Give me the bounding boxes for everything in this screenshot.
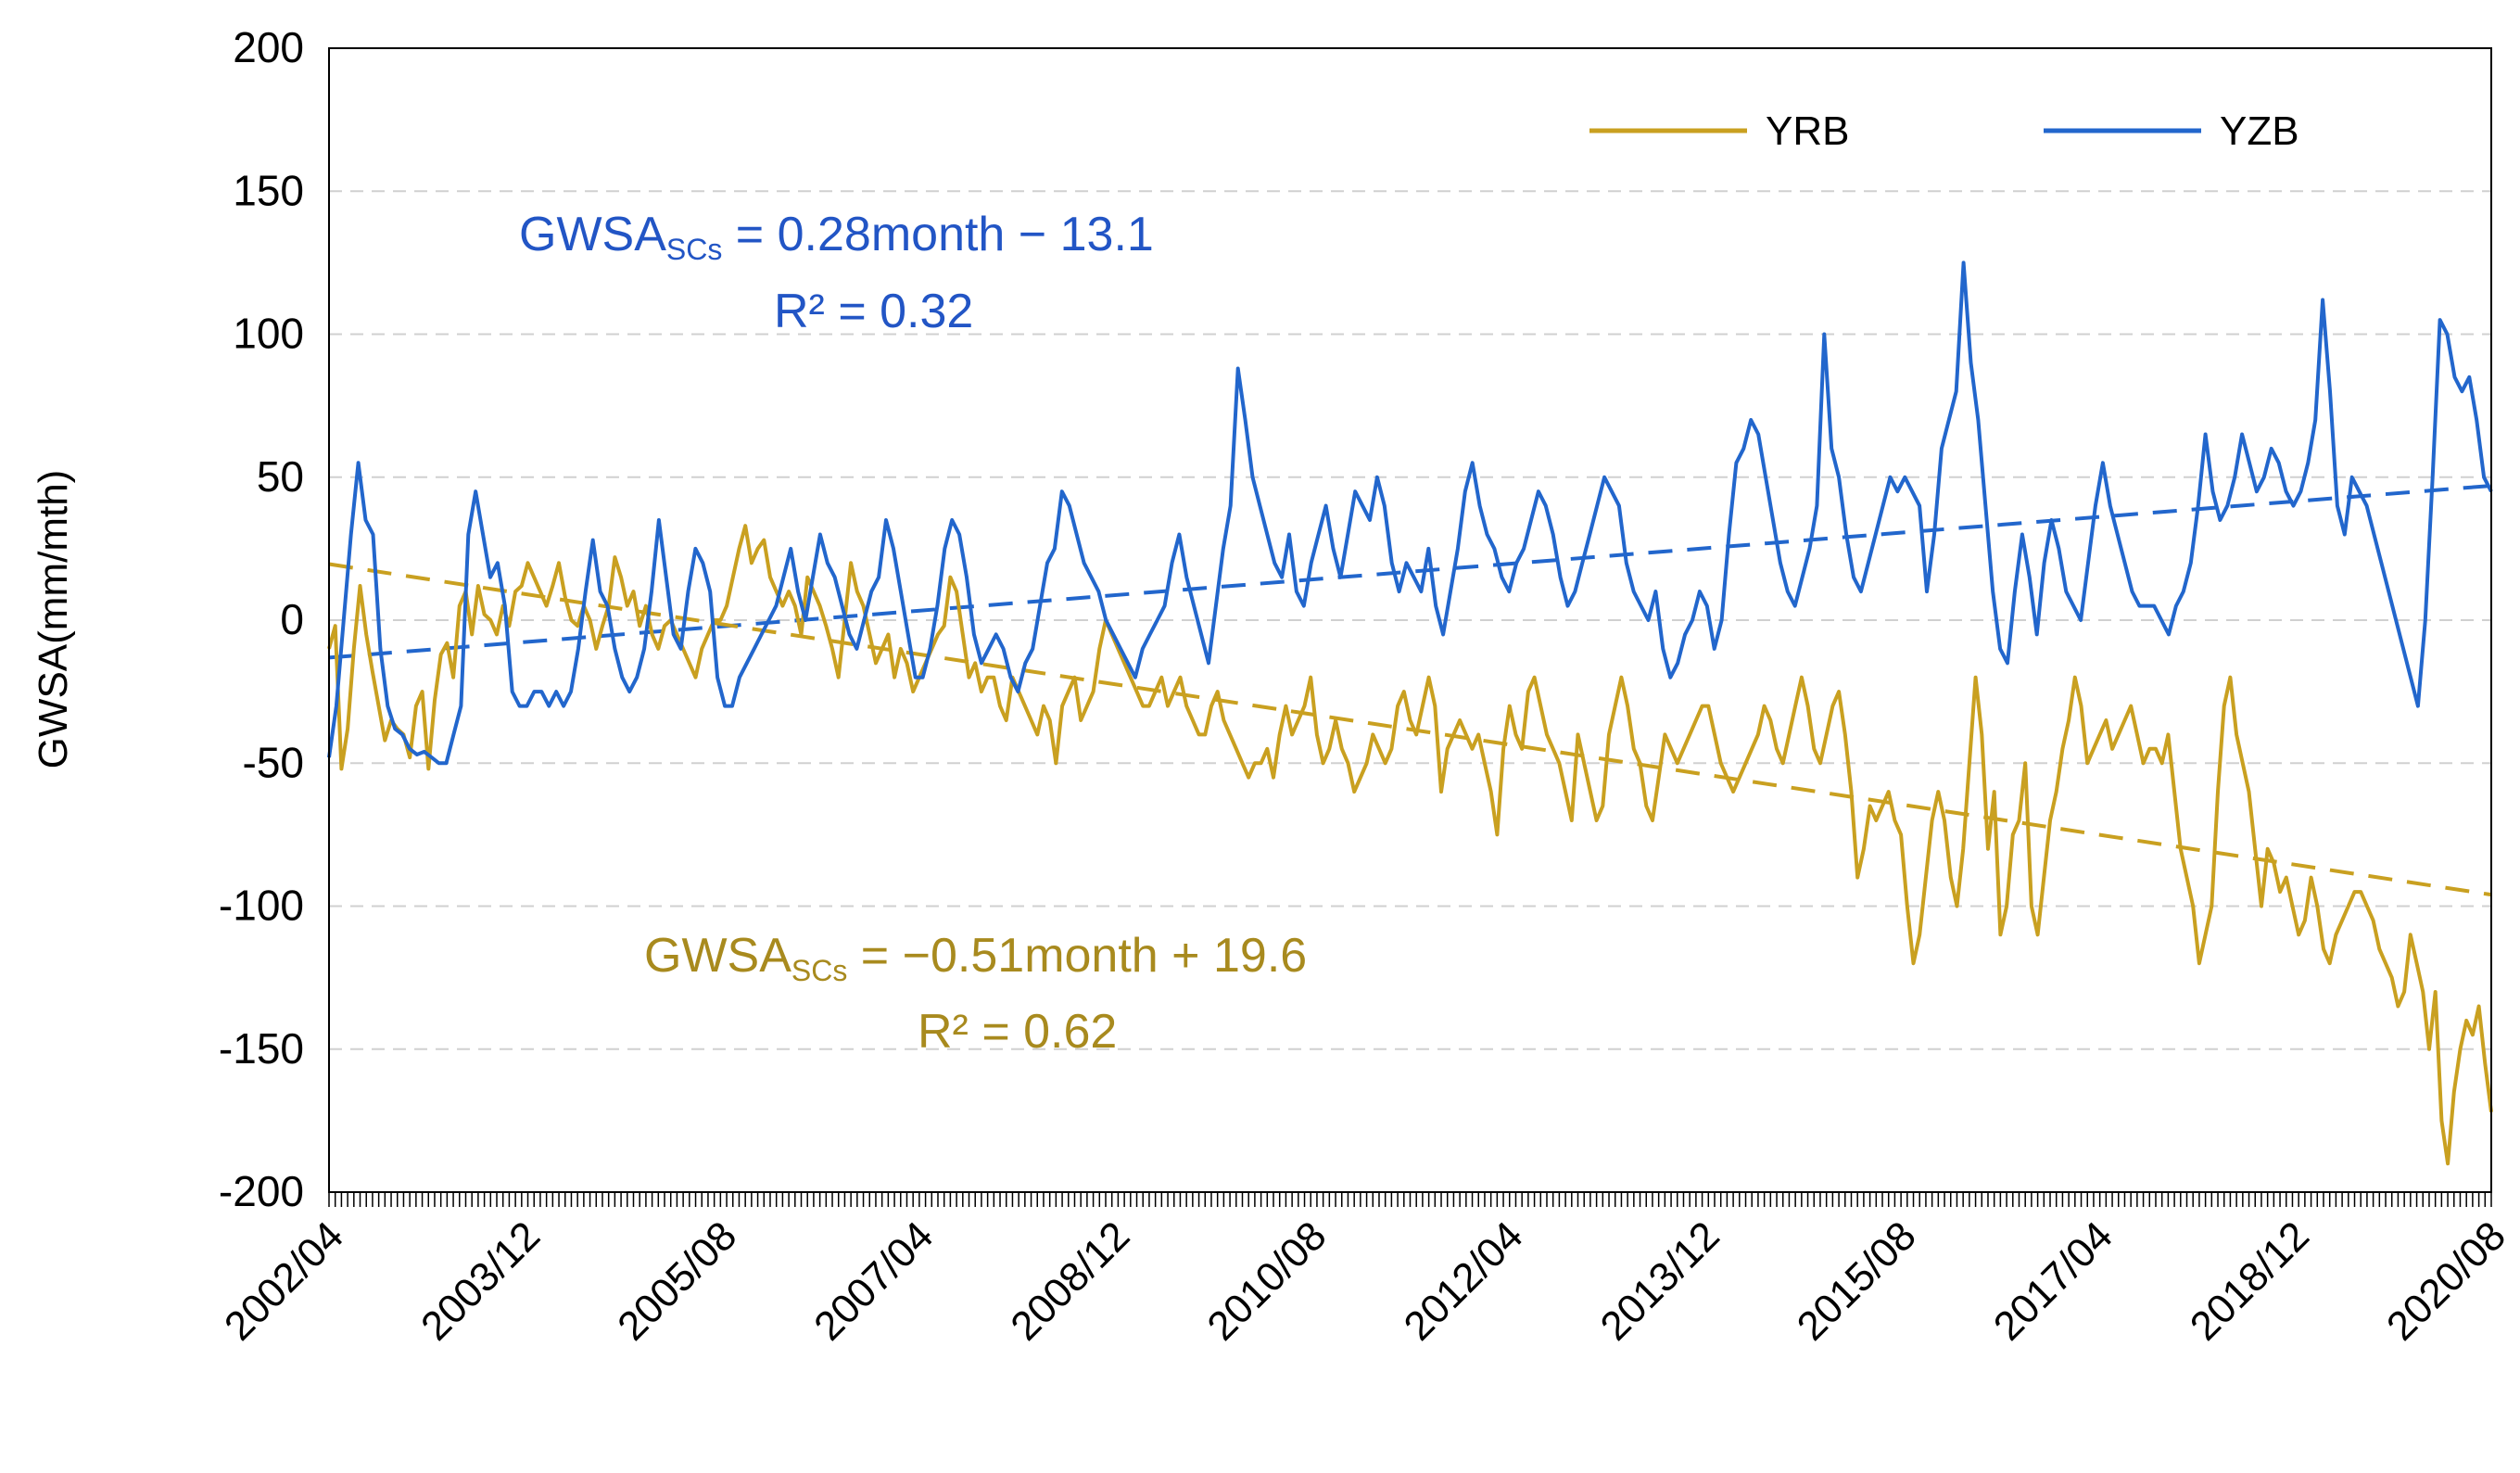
x-tick-label: 2005/08	[609, 1213, 745, 1349]
series-layer	[327, 260, 2493, 1166]
x-tick-label: 2017/04	[1985, 1213, 2121, 1349]
x-tick-label: 2020/08	[2378, 1213, 2514, 1349]
grid-layer	[329, 190, 2491, 1050]
y-tick-label: 100	[233, 310, 304, 358]
legend-label-yrb: YRB	[1766, 108, 1849, 154]
series-line-yzb	[327, 260, 2493, 766]
trend-equation-yzb: GWSASCs = 0.28month − 13.1	[519, 208, 1154, 266]
x-tick-label: 2015/08	[1789, 1213, 1925, 1349]
trend-annotation-yrb: GWSASCs = −0.51month + 19.6 R² = 0.62	[644, 929, 1307, 1059]
x-tick-label: 2002/04	[216, 1213, 352, 1349]
y-tick-label: 200	[233, 23, 304, 71]
trendline-yrb	[328, 562, 2492, 897]
y-tick-label: -200	[219, 1167, 304, 1215]
legend-label-yzb: YZB	[2220, 108, 2299, 154]
x-tick-label: 2007/04	[805, 1213, 942, 1349]
trend-equation-yrb: GWSASCs = −0.51month + 19.6	[644, 929, 1307, 987]
y-tick-label: 0	[280, 595, 304, 643]
trend-r2-yzb: R² = 0.32	[774, 285, 973, 338]
y-tick-label: -50	[243, 738, 304, 786]
trendline-yzb	[328, 484, 2492, 660]
y-tick-label: -100	[219, 882, 304, 930]
y-tick-label: 150	[233, 166, 304, 214]
x-tick-label: 2018/12	[2182, 1213, 2318, 1349]
trend-annotation-yzb: GWSASCs = 0.28month − 13.1 R² = 0.32	[519, 208, 1154, 338]
y-tick-label: -150	[219, 1024, 304, 1073]
x-tick-label: 2010/08	[1198, 1213, 1335, 1349]
x-tick-label: 2012/04	[1395, 1213, 1531, 1349]
x-tick-label: 2008/12	[1002, 1213, 1138, 1349]
series-line-yrb	[327, 524, 2493, 1166]
x-tick-label: 2003/12	[412, 1213, 549, 1349]
x-tick-label: 2013/12	[1592, 1213, 1729, 1349]
trend-layer	[328, 484, 2492, 897]
trend-r2-yrb: R² = 0.62	[918, 1005, 1117, 1059]
y-axis-label: GWSA(mm/mth)	[31, 470, 76, 769]
legend: YRB YZB	[1589, 108, 2299, 154]
y-tick-label: 50	[257, 452, 304, 501]
